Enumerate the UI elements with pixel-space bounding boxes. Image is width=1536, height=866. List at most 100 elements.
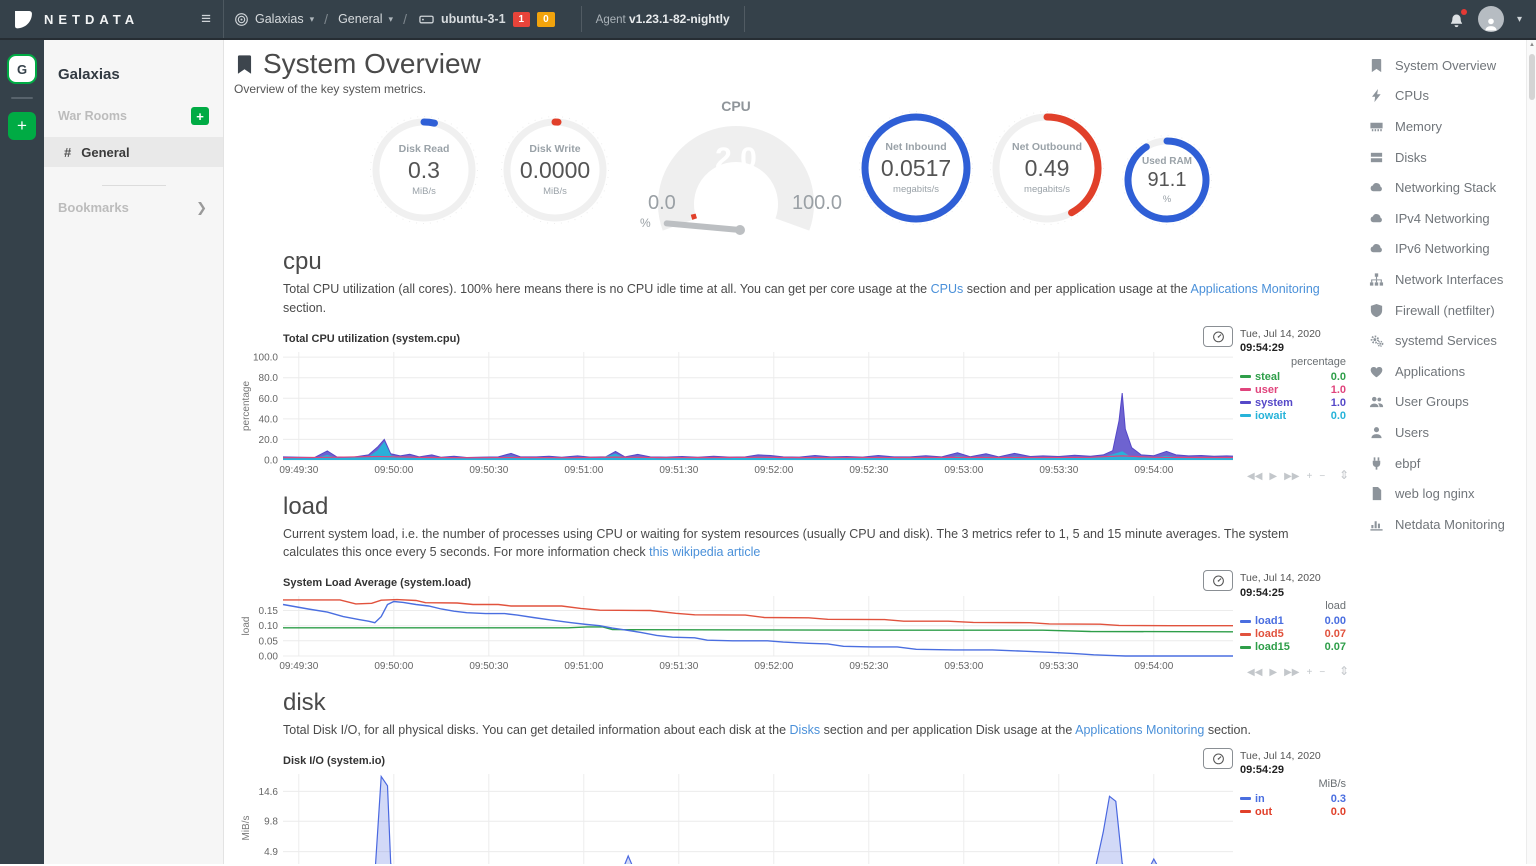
brand-zone: NETDATA ≡ [0,0,224,38]
speedometer-icon [1212,574,1225,587]
sidebar-item-disks[interactable]: Disks [1355,142,1536,173]
sidebar-item-label: systemd Services [1395,333,1497,349]
cpu-chart-plot[interactable]: 09:49:30 09:50:00 09:50:30 09:51:00 09:51:30… [239,350,1249,478]
sidebar-item-memory[interactable]: Memory [1355,111,1536,142]
gauge-cpu[interactable]: CPU 2.0 0.0 100.0 % [626,98,846,236]
legend-label: steal [1255,370,1281,383]
netdata-logo-icon [12,8,34,30]
section-heading-disk: disk [283,689,326,716]
disk-chart-plot[interactable]: 09:49:3009:50:0009:50:3009:51:0009:51:30… [239,772,1249,864]
legend-item-load1[interactable]: load1 0.00 [1240,615,1346,627]
gauge-min-label: 0.0 [648,192,676,214]
play-icon[interactable]: ▶ [1269,470,1278,482]
sidebar-item-general[interactable]: # General [44,137,223,167]
gauge-net-inbound[interactable]: Net Inbound 0.0517 megabits/s [858,110,974,226]
sections-nav: System Overview CPUs Memory Disks Networking… [1355,40,1536,864]
bookmarks-toggle[interactable]: Bookmarks ❯ [58,200,207,216]
sidebar-item-networking-stack[interactable]: Networking Stack [1355,172,1536,203]
zoom-in-icon[interactable]: + [1306,667,1313,678]
room-picker[interactable]: General ▾ [338,12,393,26]
load-chart-plot[interactable]: 09:49:30 09:50:00 09:50:30 09:51:00 09:51:30… [239,594,1249,674]
page-title: System Overview [263,48,481,79]
add-war-room-button[interactable]: + [191,107,209,125]
chart-controls[interactable]: ◀◀ ▶ ▶▶ + − [1247,471,1327,482]
sidebar-item-ipv4-networking[interactable]: IPv4 Networking [1355,203,1536,234]
cloud-icon [1369,241,1384,256]
pan-forward-icon[interactable]: ▶▶ [1284,667,1300,678]
gauge-net-outbound[interactable]: Net Outbound 0.49 megabits/s [989,110,1105,226]
scrollbar[interactable]: ▲ [1526,40,1536,864]
scrollbar-thumb[interactable] [1529,54,1535,100]
play-icon[interactable]: ▶ [1269,667,1278,678]
svg-text:09:53:00: 09:53:00 [944,661,983,672]
legend-swatch [1240,401,1251,404]
link-wikipedia-article[interactable]: this wikipedia article [649,545,761,560]
node-chip[interactable]: ubuntu-3-1 1 0 [419,11,555,27]
gauge-disk-write[interactable]: Disk Write 0.0000 MiB/s [500,115,610,225]
section-heading-cpu: cpu [283,248,322,275]
legend-item-out[interactable]: out 0.0 [1240,806,1346,818]
svg-text:09:51:30: 09:51:30 [659,661,698,672]
menu-toggle-icon[interactable]: ≡ [201,9,211,28]
legend-item-user[interactable]: user 1.0 [1240,384,1346,396]
critical-alarms-badge[interactable]: 1 [512,11,531,27]
chart-toolbox-button[interactable] [1203,747,1233,769]
link-disks[interactable]: Disks [789,723,821,737]
link-applications-monitoring[interactable]: Applications Monitoring [1075,723,1205,737]
pan-backward-icon[interactable]: ◀◀ [1247,667,1263,678]
scrollbar-up-arrow[interactable]: ▲ [1529,42,1535,48]
legend-item-steal[interactable]: steal 0.0 [1240,371,1346,383]
zoom-in-icon[interactable]: + [1306,470,1313,482]
space-button-galaxias[interactable]: G [7,54,37,84]
sidebar-item-label: CPUs [1395,88,1429,104]
chart-icon [1369,517,1384,532]
svg-text:09:52:30: 09:52:30 [849,465,888,476]
space-picker[interactable]: Galaxias ▾ [234,12,314,27]
chart-toolbox-button[interactable] [1203,570,1233,591]
sidebar-item-network-interfaces[interactable]: Network Interfaces [1355,264,1536,295]
breadcrumb-separator: / [324,11,329,27]
room-label: General [338,12,383,26]
chart-controls[interactable]: ◀◀ ▶ ▶▶ + − [1247,667,1327,678]
sidebar-item-applications[interactable]: Applications [1355,356,1536,387]
sidebar-item-systemd-services[interactable]: systemd Services [1355,325,1536,356]
warning-alarms-badge[interactable]: 0 [537,11,555,27]
gauge-used-ram[interactable]: Used RAM 91.1% [1121,134,1213,226]
zoom-out-icon[interactable]: − [1319,470,1326,482]
gauge-disk-read[interactable]: Disk Read 0.3 MiB/s [369,115,479,225]
legend-item-system[interactable]: system 1.0 [1240,397,1346,409]
sidebar-item-ipv6-networking[interactable]: IPv6 Networking [1355,234,1536,265]
user-menu-chevron-icon[interactable]: ▾ [1516,13,1522,25]
pan-backward-icon[interactable]: ◀◀ [1247,470,1263,482]
sidebar-item-label: Applications [1395,363,1466,379]
link-cpus[interactable]: CPUs [930,282,964,296]
sidebar-item-web-log-nginx[interactable]: web log nginx [1355,478,1536,509]
main-content: System Overview Overview of the key syst… [224,40,1355,864]
sidebar-item-netdata-monitoring[interactable]: Netdata Monitoring [1355,509,1536,540]
legend-item-load5[interactable]: load5 0.07 [1240,628,1346,640]
sidebar-item-system-overview[interactable]: System Overview [1355,50,1536,81]
sidebar-item-firewall-netfilter[interactable]: Firewall (netfilter) [1355,295,1536,326]
svg-text:100.0: 100.0 [253,352,278,363]
sidebar-item-cpus[interactable]: CPUs [1355,81,1536,112]
link-applications-monitoring[interactable]: Applications Monitoring [1190,282,1320,296]
sidebar-item-users[interactable]: Users [1355,417,1536,448]
add-space-button[interactable]: + [8,112,36,140]
brand-name: NETDATA [44,11,140,27]
pan-forward-icon[interactable]: ▶▶ [1284,470,1300,482]
avatar[interactable] [1477,6,1504,32]
chart-toolbox-button[interactable] [1203,325,1233,347]
notifications-bell-icon[interactable] [1448,8,1467,28]
legend-swatch [1240,810,1251,814]
chart-resize-handle[interactable]: ⇕ [1339,467,1350,482]
sidebar-item-label: ebpf [1395,455,1421,471]
legend-item-in[interactable]: in 0.3 [1240,793,1346,805]
sidebar-item-user-groups[interactable]: User Groups [1355,387,1536,418]
zoom-out-icon[interactable]: − [1319,667,1326,678]
chart-resize-handle[interactable]: ⇕ [1339,664,1350,678]
legend-item-load15[interactable]: load15 0.07 [1240,641,1346,653]
sidebar-item-ebpf[interactable]: ebpf [1355,448,1536,479]
svg-text:MiB/s: MiB/s [241,815,252,840]
legend-item-iowait[interactable]: iowait 0.0 [1240,410,1346,422]
legend-units: MiB/s [1318,777,1347,790]
